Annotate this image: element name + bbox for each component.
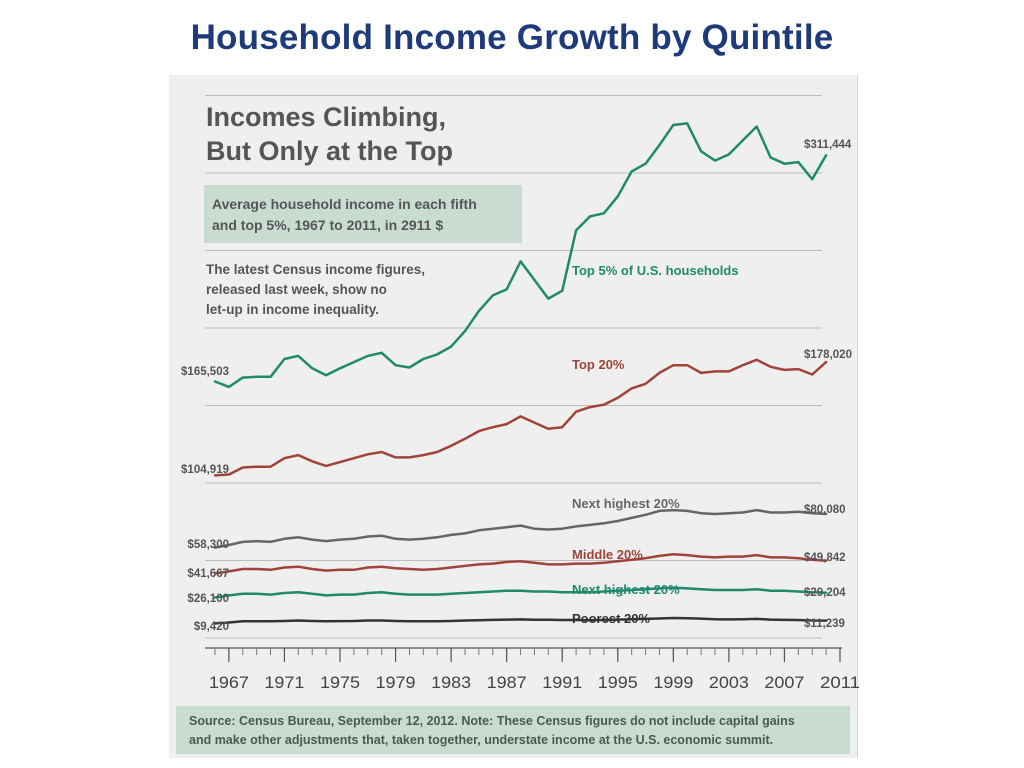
chart-annotation: The latest Census income figures, releas… <box>206 260 466 320</box>
x-tick-label: 1987 <box>487 673 527 692</box>
end-value-label: $29,204 <box>804 587 846 599</box>
x-tick-label: 1983 <box>431 673 471 692</box>
annotation-line-2: released last week, show no <box>206 282 387 297</box>
annotation-line-1: The latest Census income figures, <box>206 262 426 277</box>
end-value-label: $178,020 <box>804 349 852 361</box>
chart-subtitle-line-2: and top 5%, 1967 to 2011, in 2911 $ <box>212 217 444 233</box>
x-tick-label: 1995 <box>598 673 638 692</box>
annotation-line-3: let-up in income inequality. <box>206 302 380 317</box>
x-tick-label: 1991 <box>542 673 582 692</box>
end-value-label: $11,239 <box>804 618 845 630</box>
series-line <box>213 616 828 625</box>
source-note: Source: Census Bureau, September 12, 201… <box>189 712 849 750</box>
start-value-label: $26,100 <box>187 593 229 605</box>
series-label: Middle 20% <box>572 547 643 562</box>
chart-subtitle-line-1: Average household income in each fifth <box>212 196 477 212</box>
x-tick-label: 1979 <box>376 673 416 692</box>
x-tick-label: 1971 <box>264 673 304 692</box>
series-label: Next highest 20% <box>572 496 680 511</box>
series-line <box>213 586 828 599</box>
series-line <box>213 553 828 575</box>
source-note-box: Source: Census Bureau, September 12, 201… <box>176 706 850 754</box>
chart-title-line-2: But Only at the Top <box>206 136 453 166</box>
chart-title-line-1: Incomes Climbing, <box>206 102 447 132</box>
chart-subtitle: Average household income in each fifth a… <box>212 194 517 236</box>
series-label: Poorest 20% <box>572 611 650 626</box>
end-value-label: $80,080 <box>804 504 846 516</box>
series-line <box>213 122 828 389</box>
x-tick-label: 1967 <box>209 673 249 692</box>
series-label: Next highest 20% <box>572 582 680 597</box>
chart-subtitle-box: Average household income in each fifth a… <box>204 185 522 243</box>
end-value-label: $49,842 <box>804 552 846 564</box>
x-tick-label: 1999 <box>653 673 693 692</box>
x-tick-label: 2011 <box>820 673 860 692</box>
source-line-1: Source: Census Bureau, September 12, 201… <box>189 714 795 728</box>
slide-title: Household Income Growth by Quintile <box>190 18 834 57</box>
series-label: Top 5% of U.S. households <box>572 263 739 278</box>
series-line <box>213 508 828 549</box>
start-value-label: $165,503 <box>181 366 229 378</box>
start-value-label: $58,300 <box>187 539 229 551</box>
series-label: Top 20% <box>572 357 625 372</box>
series-line <box>213 358 828 477</box>
x-tick-label: 1975 <box>320 673 360 692</box>
start-value-label: $9,420 <box>194 621 229 633</box>
start-value-label: $41,667 <box>187 568 229 580</box>
end-value-label: $311,444 <box>804 139 852 151</box>
chart-title: Incomes Climbing, But Only at the Top <box>206 100 453 168</box>
source-line-2: and make other adjustments that, taken t… <box>189 733 774 747</box>
x-tick-label: 2003 <box>709 673 749 692</box>
x-tick-label: 2007 <box>764 673 804 692</box>
start-value-label: $104,919 <box>181 464 229 476</box>
